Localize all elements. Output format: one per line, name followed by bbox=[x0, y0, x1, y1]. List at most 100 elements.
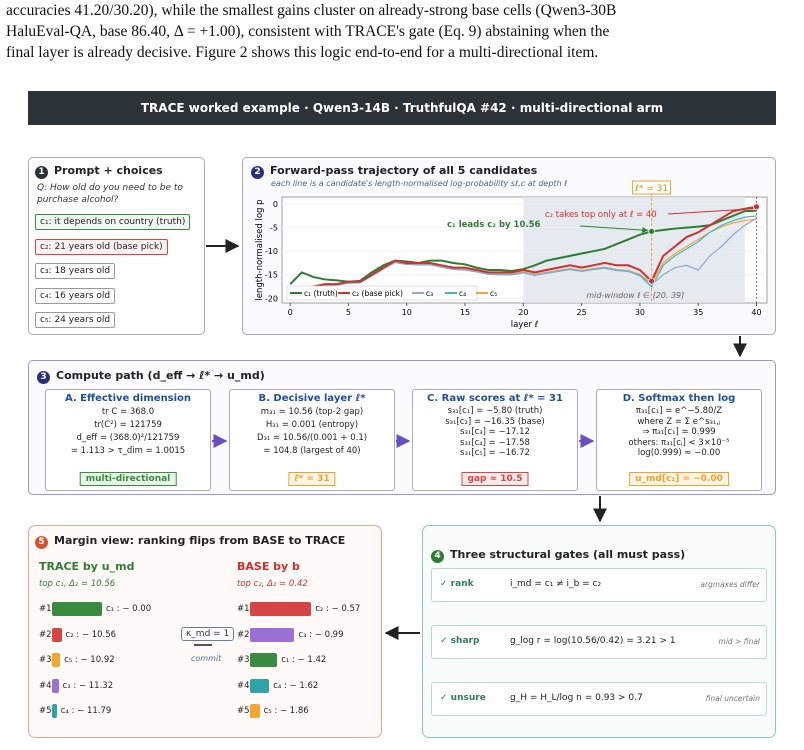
x-tick-label: 25 bbox=[577, 308, 587, 317]
legend-label: c₂ (base pick) bbox=[352, 289, 403, 298]
badge: gap ≈ 10.5 bbox=[461, 472, 529, 486]
compute-box: A. Effective dimension tr C = 368.0 tr(C²)… bbox=[45, 389, 211, 491]
choice: c₃: 18 years old bbox=[35, 263, 116, 279]
box-line: π₃₁[c₁] = e^−5.80/Z bbox=[635, 406, 723, 416]
legend-label: c₁ (truth) bbox=[304, 289, 338, 298]
gate-name: ✓ unsure bbox=[440, 693, 486, 703]
point-marker bbox=[648, 277, 655, 285]
x-tick-label: 15 bbox=[460, 308, 470, 317]
rank: #2 bbox=[39, 629, 52, 640]
margin-label: c₄ : − 1.62 bbox=[273, 680, 319, 691]
panel-number: 2 bbox=[251, 166, 264, 179]
choice: c₂: 21 years old (base pick) bbox=[35, 238, 168, 255]
intro-line: HaluEval-QA, base 86.40, Δ = +1.00), con… bbox=[6, 23, 610, 40]
rank: #3 bbox=[39, 655, 52, 665]
mid-window bbox=[523, 197, 745, 303]
legend-label: c₄ bbox=[459, 289, 466, 298]
box-line: = 104.8 (largest of 40) bbox=[263, 446, 361, 456]
badge: multi-directional bbox=[79, 472, 177, 486]
legend-label: c₅ bbox=[490, 289, 497, 298]
x-tick-label: 5 bbox=[346, 308, 351, 317]
panel-title-text: Margin view: ranking flips from BASE to … bbox=[54, 534, 346, 547]
margin-label: c₁ : − 1.42 bbox=[281, 655, 327, 665]
compute-panel: 3 Compute path (d_eff → ℓ* → u_md) A. Effe… bbox=[28, 360, 776, 495]
panel-title-text: Compute path (d_eff → ℓ* → u_md) bbox=[56, 369, 265, 382]
margin-label: c₂ : − 0.57 bbox=[315, 604, 361, 614]
x-tick-label: 40 bbox=[751, 308, 761, 317]
gate-note: mid > final bbox=[718, 637, 760, 646]
question: Q: How old do you need to be to purchase… bbox=[37, 183, 183, 205]
panel-number: 5 bbox=[35, 536, 48, 549]
gate-row: ✓ unsure g_H = H_L/log n = 0.93 > 0.7 fina… bbox=[431, 682, 767, 716]
rank: #4 bbox=[39, 680, 52, 691]
box-title: D. Softmax then log bbox=[622, 393, 736, 404]
box-title: A. Effective dimension bbox=[64, 393, 192, 404]
choice: c₁: it depends on country (truth) bbox=[35, 214, 191, 230]
rank: #2 bbox=[237, 629, 250, 640]
margin-label: c₁ : − 0.00 bbox=[106, 604, 152, 614]
y-tick-label: -20 bbox=[265, 294, 278, 303]
box-line: d_eff = (368.0)²/121759 bbox=[76, 433, 180, 443]
panel-title: 4 Three structural gates (all must pass) bbox=[431, 548, 685, 563]
span-label: mid-window ℓ ∈ [20, 39] bbox=[586, 291, 684, 300]
margin-label: c₅ : − 1.86 bbox=[263, 706, 309, 716]
box-line: tr C = 368.0 bbox=[101, 407, 155, 417]
box-title: C. Raw scores at ℓ* = 31 bbox=[427, 393, 563, 404]
panel-number: 1 bbox=[35, 166, 48, 179]
annotation: c₂ takes top only at ℓ = 40 bbox=[545, 210, 657, 220]
subtitle: each line is a candidate's length-normal… bbox=[271, 179, 568, 188]
prompt-panel: 1 Prompt + choices Q: How old do you need … bbox=[28, 157, 205, 335]
column-sub: top c₂, Δ₂ = 0.42 bbox=[237, 579, 308, 589]
panel-title: 2 Forward-pass trajectory of all 5 candid… bbox=[251, 164, 537, 179]
annotation-line bbox=[579, 225, 649, 234]
gate-formula: g_log r = log(10.56/0.42) = 3.21 > 1 bbox=[510, 636, 676, 646]
box-line: log(0.999) ≈ −0.00 bbox=[637, 448, 721, 458]
box-line: s₃₁[c₄] = −17.58 bbox=[460, 437, 530, 448]
compute-box: B. Decisive layer ℓ* m₃₁ = 10.56 (top-2 g… bbox=[229, 389, 395, 491]
box-line: s₃₁[c₃] = −17.12 bbox=[460, 427, 530, 437]
panel-title: 3 Compute path (d_eff → ℓ* → u_md) bbox=[37, 369, 265, 384]
gate-formula: g_H = H_L/log n = 0.93 > 0.7 bbox=[510, 693, 643, 703]
panel-title-text: Three structural gates (all must pass) bbox=[450, 548, 686, 561]
margin-label: c₃ : − 0.99 bbox=[298, 629, 344, 640]
gate-formula: i_md = c₁ ≠ i_b = c₂ bbox=[510, 579, 602, 589]
box-line: tr(C²) = 121759 bbox=[94, 420, 162, 430]
choice: c₄: 16 years old bbox=[35, 287, 116, 304]
margin-label: c₄ : − 11.79 bbox=[60, 706, 112, 716]
x-tick-label: 35 bbox=[693, 308, 703, 317]
badge: ℓ* = 31 bbox=[288, 472, 336, 486]
badge: u_md[c₁] = −0.00 bbox=[629, 472, 729, 486]
margin-bar bbox=[250, 678, 270, 693]
box-line: D₃₁ = 10.56/(0.001 + 0.1) bbox=[256, 433, 368, 443]
margin-bar bbox=[250, 602, 312, 616]
x-tick-label: 20 bbox=[518, 308, 528, 317]
gate-name: ✓ sharp bbox=[440, 636, 480, 646]
margin-bar bbox=[52, 653, 61, 667]
compute-box: D. Softmax then log π₃₁[c₁] = e^−5.80/Z wh… bbox=[596, 389, 762, 491]
compute-box: C. Raw scores at ℓ* = 31 s₃₁[c₁] = −5.80 … bbox=[412, 389, 578, 491]
column-sub: top c₁, Δ₂ = 10.56 bbox=[39, 579, 116, 589]
panel-number: 3 bbox=[37, 371, 50, 384]
x-tick-label: 30 bbox=[635, 308, 645, 317]
panel-title-text: Prompt + choices bbox=[54, 164, 163, 177]
kappa-box: κ_md = 1 bbox=[181, 627, 235, 641]
column-title: BASE by b bbox=[237, 560, 300, 573]
box-line: = 1.113 > τ_dim = 1.0015 bbox=[70, 446, 186, 456]
legend-label: c₃ bbox=[426, 289, 433, 298]
margin-label: c₂ : − 10.56 bbox=[65, 629, 117, 640]
margin-label: c₅ : − 10.92 bbox=[64, 655, 115, 665]
gate-row: ✓ rank i_md = c₁ ≠ i_b = c₂ argmaxes diffe… bbox=[431, 568, 767, 602]
gate-row: ✓ sharp g_log r = log(10.56/0.42) = 3.21 … bbox=[431, 625, 767, 659]
margin-panel: 5 Margin view: ranking flips from BASE to… bbox=[28, 525, 382, 738]
margin-bar bbox=[52, 678, 59, 693]
panel-title-text: Forward-pass trajectory of all 5 candida… bbox=[270, 164, 538, 177]
box-line: s₃₁[c₂] = −16.35 (base) bbox=[445, 416, 545, 427]
y-tick-label: 0 bbox=[273, 200, 278, 209]
panel-title: 5 Margin view: ranking flips from BASE to… bbox=[35, 534, 345, 549]
rank: #5 bbox=[237, 706, 250, 716]
x-tick-label: 10 bbox=[402, 308, 412, 317]
y-tick-label: -5 bbox=[270, 224, 278, 233]
box-line: ⇒ π₃₁[c₁] = 0.999 bbox=[642, 427, 716, 437]
gate-note: final uncertain bbox=[705, 694, 760, 703]
